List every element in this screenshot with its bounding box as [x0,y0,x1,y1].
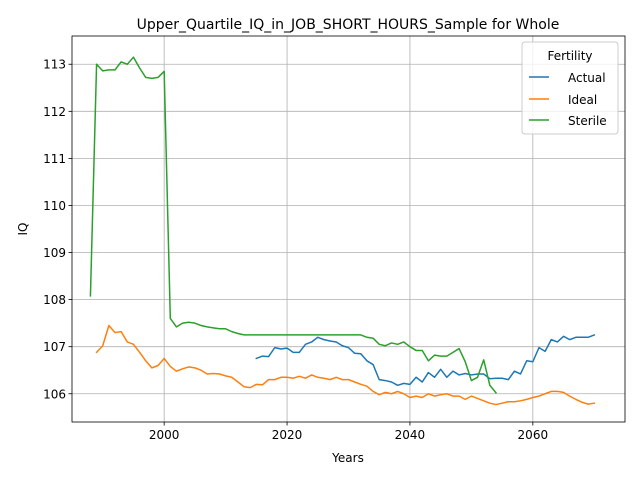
y-tick-label: 111 [43,152,66,166]
x-tick-label: 2060 [518,428,549,442]
series-layer [89,56,596,406]
y-tick-label: 113 [43,58,66,72]
y-axis-label: IQ [16,223,30,236]
legend: Fertility Actual Ideal Sterile [521,41,619,135]
series-line-actual [255,333,596,387]
plot-frame [71,35,626,423]
y-tick-label: 108 [43,293,66,307]
legend-label-sterile: Sterile [568,114,607,128]
series-line-ideal [95,324,596,406]
x-axis-ticks: 2000 2020 2040 2060 [149,422,548,442]
y-tick-label: 106 [43,387,66,401]
x-tick-label: 2000 [149,428,180,442]
y-tick-label: 109 [43,246,66,260]
y-axis-ticks: 106 107 108 109 110 111 112 113 [43,58,72,401]
legend-label-actual: Actual [568,71,606,85]
legend-box [521,41,619,135]
legend-label-ideal: Ideal [568,93,597,107]
y-tick-label: 112 [43,105,66,119]
chart-title: Upper_Quartile_IQ_in_JOB_SHORT_HOURS_Sam… [137,17,560,33]
y-tick-label: 107 [43,340,66,354]
series-line-sterile [89,56,498,394]
legend-title: Fertility [547,49,592,63]
x-tick-label: 2040 [395,428,426,442]
x-axis-label: Years [331,451,364,465]
x-tick-label: 2020 [272,428,303,442]
y-tick-label: 110 [43,199,66,213]
